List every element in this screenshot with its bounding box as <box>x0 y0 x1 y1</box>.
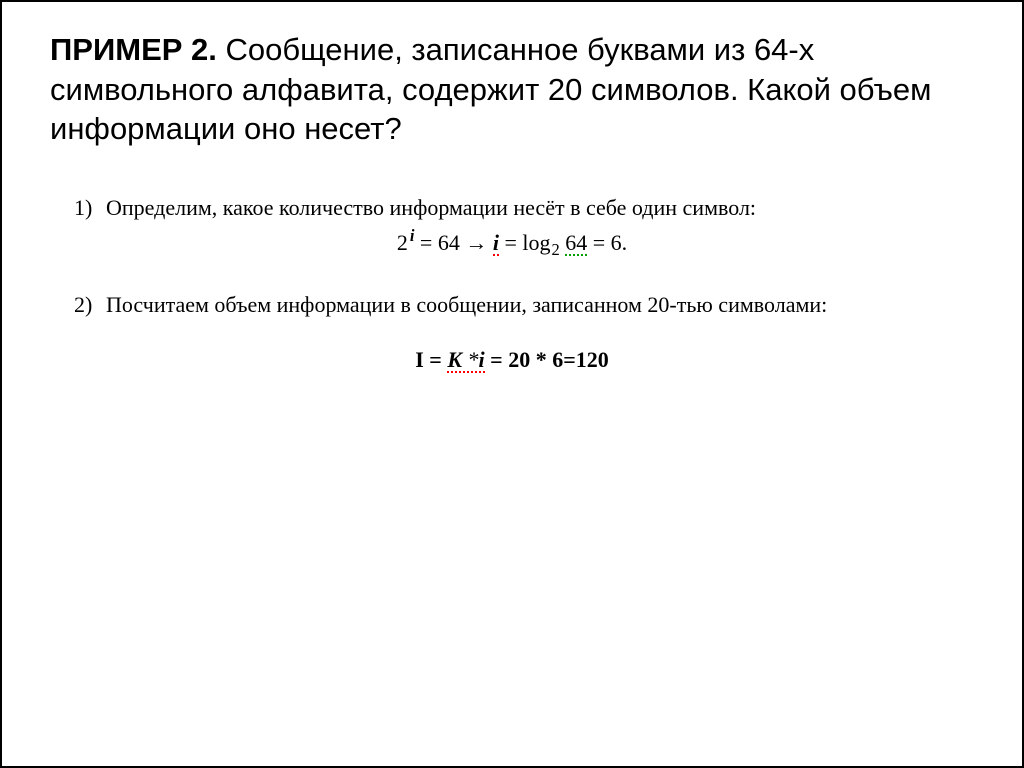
step-1: 1) Определим, какое количество информаци… <box>106 185 956 230</box>
step-2-text: Посчитаем объем информации в сообщении, … <box>106 292 827 317</box>
step-1-text: Определим, какое количество информации н… <box>106 195 756 220</box>
f1-eq3: = <box>587 230 610 255</box>
f2-eq: = <box>424 347 448 372</box>
f1-64b: 64 <box>565 230 587 255</box>
f1-dot: . <box>622 230 628 255</box>
formula-1: 2i = 64 → i = log2 64 = 6. <box>50 230 974 256</box>
formula-2: I = K *i = 20 * 6=120 <box>50 347 974 373</box>
f2-expr: 20 * 6=120 <box>508 347 609 372</box>
f2-eq2: = <box>485 347 509 372</box>
steps-block: 1) Определим, какое количество информаци… <box>50 185 974 373</box>
slide-frame: ПРИМЕР 2. Сообщение, записанное буквами … <box>0 0 1024 768</box>
f1-logbase: 2 <box>552 240 560 259</box>
step-1-number: 1) <box>74 185 92 230</box>
f1-arrow: → <box>460 230 493 255</box>
f1-64a: 64 <box>438 230 460 255</box>
f1-exp: i <box>410 226 415 245</box>
heading-label: ПРИМЕР 2. <box>50 32 217 67</box>
step-2-number: 2) <box>74 282 92 327</box>
step-2: 2) Посчитаем объем информации в сообщени… <box>106 282 956 327</box>
f2-star: * <box>462 347 479 372</box>
f1-base: 2 <box>397 230 408 255</box>
f1-res: 6 <box>611 230 622 255</box>
f1-eq: = <box>414 230 437 255</box>
example-heading: ПРИМЕР 2. Сообщение, записанное буквами … <box>50 30 974 149</box>
f2-K: K <box>447 347 462 372</box>
f1-log: = log <box>499 230 551 255</box>
f2-I: I <box>415 347 424 372</box>
